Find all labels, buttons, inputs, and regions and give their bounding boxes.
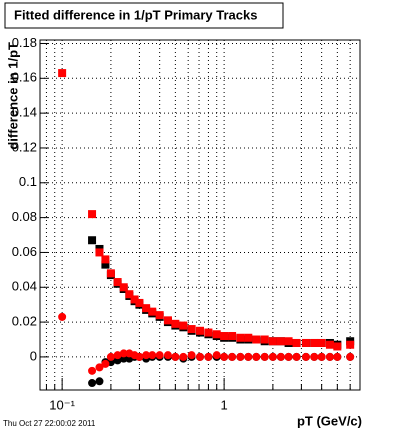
point (106, 352, 115, 361)
point (268, 352, 277, 361)
point (88, 379, 97, 388)
point (142, 304, 151, 313)
point (101, 359, 110, 368)
y-tick-label: 0.08 (12, 209, 37, 224)
point (325, 352, 334, 361)
point (179, 321, 188, 330)
point (236, 333, 245, 342)
point (95, 377, 104, 386)
point (196, 326, 205, 335)
point (179, 352, 188, 361)
point (101, 260, 110, 269)
point (135, 352, 144, 361)
point (284, 352, 293, 361)
point (284, 337, 293, 346)
point (171, 319, 180, 328)
y-tick-label: 0.12 (12, 139, 37, 154)
point (196, 352, 205, 361)
point (187, 325, 196, 334)
point (260, 335, 269, 344)
point (119, 283, 128, 292)
point (106, 269, 115, 278)
point (58, 69, 67, 78)
point (101, 255, 110, 264)
point (58, 312, 67, 321)
y-tick-label: 0.06 (12, 244, 37, 259)
point (292, 338, 301, 347)
point (155, 351, 164, 360)
point (171, 352, 180, 361)
point (310, 352, 319, 361)
x-tick-label: 10⁻¹ (49, 397, 75, 412)
point (346, 352, 355, 361)
y-tick-label: 0.1 (19, 174, 37, 189)
point (325, 340, 334, 349)
point (276, 337, 285, 346)
point (301, 352, 310, 361)
point (95, 363, 104, 372)
point (212, 330, 221, 339)
point (228, 352, 237, 361)
y-axis-label: difference in 1/pT (5, 42, 20, 150)
footer: Thu Oct 27 22:00:02 2011 (3, 419, 96, 428)
title-box (4, 2, 284, 29)
point (228, 332, 237, 341)
point (310, 338, 319, 347)
point (88, 236, 97, 245)
point (317, 352, 326, 361)
point (204, 328, 213, 337)
x-tick-label: 1 (221, 397, 228, 412)
point (119, 349, 128, 358)
plot-frame (39, 39, 361, 391)
y-tick-label: 0.02 (12, 314, 37, 329)
point (244, 352, 253, 361)
point (125, 290, 134, 299)
y-tick-label: 0.16 (12, 70, 37, 85)
point (155, 311, 164, 320)
point (187, 351, 196, 360)
point (212, 351, 221, 360)
point (88, 210, 97, 219)
y-tick-label: 0.18 (12, 35, 37, 50)
point (236, 352, 245, 361)
point (135, 298, 144, 307)
y-tick-label: 0.04 (12, 279, 37, 294)
point (276, 352, 285, 361)
chart-title: Fitted difference in 1/pT Primary Tracks (14, 7, 257, 22)
point (220, 332, 229, 341)
point (113, 278, 122, 287)
y-tick-label: 0.14 (12, 105, 37, 120)
y-tick-label: 0 (30, 348, 37, 363)
point (333, 352, 342, 361)
point (260, 352, 269, 361)
point (204, 352, 213, 361)
point (292, 352, 301, 361)
point (95, 248, 104, 257)
point (333, 342, 342, 351)
point (220, 352, 229, 361)
point (130, 295, 139, 304)
point (244, 333, 253, 342)
point (88, 366, 97, 375)
point (148, 351, 157, 360)
point (252, 335, 261, 344)
point (163, 316, 172, 325)
point (252, 352, 261, 361)
x-axis-label: pT (GeV/c) (297, 413, 362, 428)
point (301, 338, 310, 347)
point (317, 338, 326, 347)
point (148, 307, 157, 316)
point (346, 340, 355, 349)
point (163, 351, 172, 360)
point (142, 351, 151, 360)
point (113, 351, 122, 360)
point (268, 337, 277, 346)
